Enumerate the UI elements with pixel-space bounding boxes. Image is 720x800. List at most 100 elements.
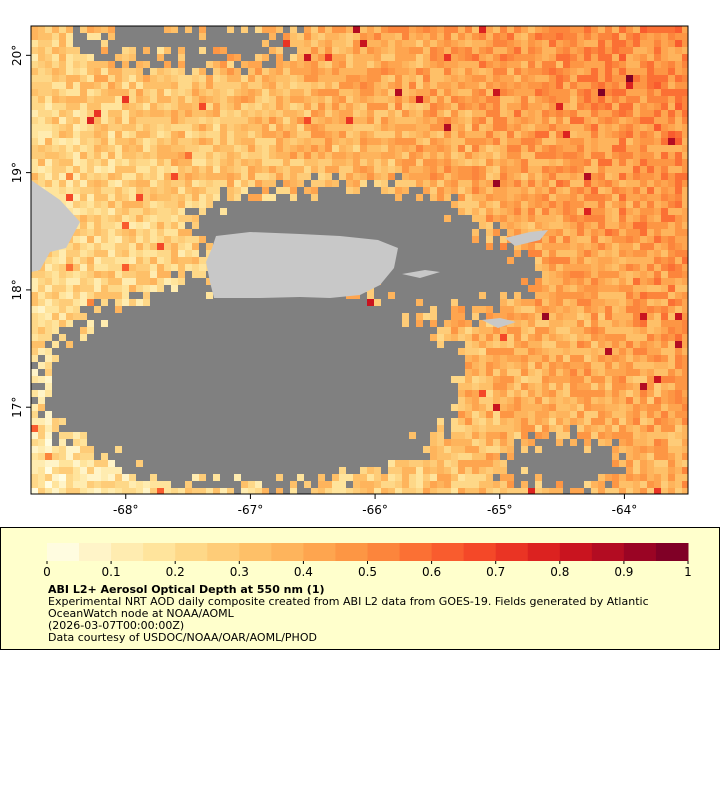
raster-cell bbox=[633, 257, 640, 264]
raster-cell bbox=[416, 208, 423, 215]
raster-cell bbox=[157, 26, 164, 33]
raster-cell bbox=[185, 26, 192, 33]
raster-cell bbox=[255, 47, 262, 54]
raster-cell bbox=[164, 159, 171, 166]
raster-cell bbox=[570, 390, 577, 397]
raster-cell bbox=[598, 152, 605, 159]
raster-cell bbox=[269, 131, 276, 138]
raster-cell bbox=[668, 348, 675, 355]
raster-cell bbox=[374, 68, 381, 75]
raster-cell bbox=[45, 124, 52, 131]
raster-cell bbox=[430, 271, 437, 278]
raster-cell bbox=[45, 327, 52, 334]
raster-cell bbox=[647, 124, 654, 131]
raster-cell bbox=[430, 215, 437, 222]
raster-cell bbox=[213, 208, 220, 215]
raster-cell bbox=[157, 369, 164, 376]
raster-cell bbox=[269, 355, 276, 362]
raster-cell bbox=[416, 376, 423, 383]
raster-cell bbox=[143, 320, 150, 327]
raster-cell bbox=[605, 250, 612, 257]
raster-cell bbox=[402, 383, 409, 390]
raster-cell bbox=[94, 159, 101, 166]
raster-cell bbox=[31, 292, 38, 299]
raster-cell bbox=[647, 103, 654, 110]
raster-cell bbox=[332, 110, 339, 117]
raster-cell bbox=[605, 334, 612, 341]
raster-cell bbox=[31, 61, 38, 68]
raster-cell bbox=[325, 82, 332, 89]
raster-cell bbox=[521, 166, 528, 173]
raster-cell bbox=[206, 40, 213, 47]
raster-cell bbox=[38, 327, 45, 334]
raster-cell bbox=[115, 243, 122, 250]
raster-cell bbox=[346, 110, 353, 117]
raster-cell bbox=[143, 96, 150, 103]
raster-cell bbox=[640, 376, 647, 383]
raster-cell bbox=[465, 138, 472, 145]
raster-cell bbox=[402, 145, 409, 152]
raster-cell bbox=[395, 201, 402, 208]
raster-cell bbox=[227, 180, 234, 187]
raster-cell bbox=[500, 334, 507, 341]
raster-cell bbox=[605, 54, 612, 61]
raster-cell bbox=[108, 369, 115, 376]
raster-cell bbox=[584, 376, 591, 383]
raster-cell bbox=[640, 369, 647, 376]
raster-cell bbox=[164, 243, 171, 250]
raster-cell bbox=[206, 131, 213, 138]
raster-cell bbox=[332, 327, 339, 334]
raster-cell bbox=[647, 292, 654, 299]
raster-cell bbox=[430, 327, 437, 334]
raster-cell bbox=[318, 222, 325, 229]
raster-cell bbox=[549, 131, 556, 138]
raster-cell bbox=[150, 313, 157, 320]
raster-cell bbox=[248, 299, 255, 306]
raster-cell bbox=[178, 341, 185, 348]
raster-cell bbox=[654, 152, 661, 159]
raster-cell bbox=[465, 271, 472, 278]
raster-cell bbox=[52, 383, 59, 390]
raster-cell bbox=[297, 145, 304, 152]
raster-cell bbox=[199, 285, 206, 292]
raster-cell bbox=[101, 250, 108, 257]
raster-cell bbox=[542, 96, 549, 103]
raster-cell bbox=[164, 341, 171, 348]
raster-cell bbox=[458, 47, 465, 54]
raster-cell bbox=[80, 180, 87, 187]
raster-cell bbox=[304, 145, 311, 152]
raster-cell bbox=[633, 390, 640, 397]
raster-cell bbox=[290, 222, 297, 229]
raster-cell bbox=[115, 348, 122, 355]
raster-cell bbox=[115, 341, 122, 348]
raster-cell bbox=[654, 75, 661, 82]
raster-cell bbox=[73, 271, 80, 278]
raster-cell bbox=[388, 187, 395, 194]
raster-cell bbox=[45, 89, 52, 96]
raster-cell bbox=[451, 341, 458, 348]
raster-cell bbox=[416, 222, 423, 229]
raster-cell bbox=[360, 348, 367, 355]
raster-cell bbox=[255, 26, 262, 33]
raster-cell bbox=[332, 138, 339, 145]
raster-cell bbox=[136, 243, 143, 250]
raster-cell bbox=[129, 159, 136, 166]
raster-cell bbox=[493, 383, 500, 390]
raster-cell bbox=[45, 390, 52, 397]
raster-cell bbox=[108, 26, 115, 33]
raster-cell bbox=[591, 306, 598, 313]
raster-cell bbox=[381, 299, 388, 306]
raster-cell bbox=[486, 68, 493, 75]
raster-cell bbox=[80, 33, 87, 40]
raster-cell bbox=[192, 334, 199, 341]
raster-cell bbox=[598, 348, 605, 355]
raster-cell bbox=[332, 320, 339, 327]
raster-cell bbox=[164, 187, 171, 194]
raster-cell bbox=[206, 152, 213, 159]
raster-cell bbox=[234, 369, 241, 376]
raster-cell bbox=[241, 152, 248, 159]
raster-cell bbox=[297, 26, 304, 33]
raster-cell bbox=[171, 355, 178, 362]
raster-cell bbox=[633, 75, 640, 82]
raster-cell bbox=[507, 166, 514, 173]
